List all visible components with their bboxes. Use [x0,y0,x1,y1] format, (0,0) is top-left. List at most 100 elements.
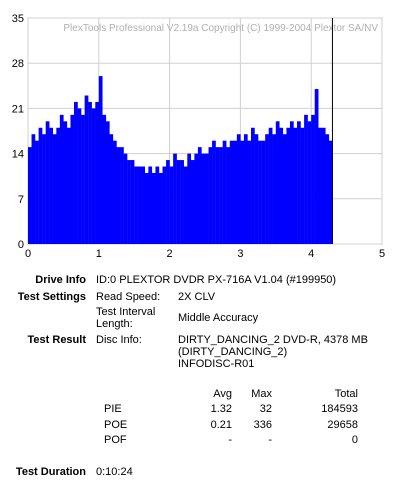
pie-bar [226,147,230,244]
row-poe-total: 29658 [327,419,358,431]
pie-bar [88,101,92,244]
pie-bar [240,140,245,244]
pie-bar [272,134,276,244]
test-duration-value: 0:10:24 [96,466,133,478]
pie-bar [162,166,167,244]
pie-bar [84,95,89,244]
pie-bar [197,147,202,244]
x-tick-label: 0 [25,248,31,260]
pie-bar [42,134,46,244]
pie-bar [45,121,50,244]
header-avg: Avg [213,388,232,400]
y-tick-label: 7 [18,194,24,206]
y-tick-label: 0 [18,239,24,251]
pie-bar [328,140,333,244]
pie-bar [297,121,301,244]
watermark: PlexTools Professional V2.19a Copyright … [63,23,378,34]
pie-bar [187,153,192,244]
pie-bar [109,134,114,244]
pie-bar [127,160,131,244]
x-tick-label: 4 [308,248,314,260]
header-max: Max [251,388,272,400]
pie-bar [236,134,241,244]
row-pie-name: PIE [104,403,122,415]
read-speed-value: 2X CLV [178,291,216,303]
pie-bar [194,153,199,244]
bars [28,76,333,245]
x-tick-label: 2 [167,248,173,260]
pie-bar [279,127,284,244]
x-tick-label: 1 [96,248,102,260]
y-tick-label: 35 [12,13,24,25]
pie-bar [56,127,61,244]
interval-label-line2: Length: [96,318,133,330]
x-tick-label: 3 [237,248,243,260]
pie-bar [49,127,53,244]
pie-bar [63,121,68,244]
pie-bar [307,121,312,244]
pie-bar [31,134,36,244]
pie-bar [201,153,206,244]
pie-bar [70,114,75,244]
pie-bar [74,101,78,244]
pie-bar [155,166,160,244]
pie-bar [282,134,287,244]
row-poe-max: 336 [253,419,272,431]
pie-bar [314,89,319,245]
interval-value: Middle Accuracy [178,312,259,324]
pie-bar [258,140,262,244]
pie-bar [286,127,291,244]
pie-bar [52,134,57,244]
pie-chart: PlexTools Professional V2.19a Copyright … [12,13,385,260]
pie-bar [134,166,138,244]
pie-bar [105,121,110,244]
pie-bar [208,147,213,244]
row-pie-total: 184593 [321,403,358,415]
row-pof-name: POF [104,434,127,446]
pie-bar [176,160,181,244]
disc-info-line2: (DIRTY_DANCING_2) [178,346,288,358]
pie-bar [300,127,305,244]
disc-info-line3: INFODISC-R01 [178,358,255,370]
pie-bar [268,127,273,244]
drive-info-label: Drive Info [35,274,86,286]
pie-bar [311,114,315,244]
pie-bar [148,166,153,244]
pie-bar [123,153,128,244]
y-tick-label: 21 [12,103,24,115]
pie-bar [304,114,308,244]
row-pof-avg: - [228,434,232,446]
pie-bar [141,166,146,244]
pie-bar [243,134,248,244]
pie-bar [102,114,107,244]
pie-bar [91,108,96,245]
disc-info-label: Disc Info: [96,334,142,346]
pie-bar [166,160,170,244]
pie-bar [77,108,82,245]
pie-bar [275,121,280,244]
pie-bar [219,147,223,244]
pie-bar [261,140,266,244]
pie-bar [215,147,220,244]
row-poe-avg: 0.21 [210,419,232,431]
pie-bar [59,114,64,244]
disc-info-line1: DIRTY_DANCING_2 DVD-R, 4378 MB [178,334,368,346]
row-poe-name: POE [104,419,128,431]
row-pie-avg: 1.32 [210,403,232,415]
pie-bar [318,127,323,244]
test-result-label: Test Result [27,334,86,346]
y-tick-labels: 0 7 14 21 28 35 [12,13,24,251]
pie-bar [81,114,85,244]
pie-bar [247,140,252,244]
pie-bar [112,140,117,244]
pie-bar [137,166,142,244]
pie-bar [212,140,216,244]
pie-bar [130,160,135,244]
row-pie-max: 32 [259,403,272,415]
pie-bar [205,153,209,244]
pie-bar [116,147,121,244]
pie-bar [190,160,195,244]
test-duration-label: Test Duration [15,466,86,478]
pie-bar [325,134,330,244]
pie-bar [66,127,71,244]
